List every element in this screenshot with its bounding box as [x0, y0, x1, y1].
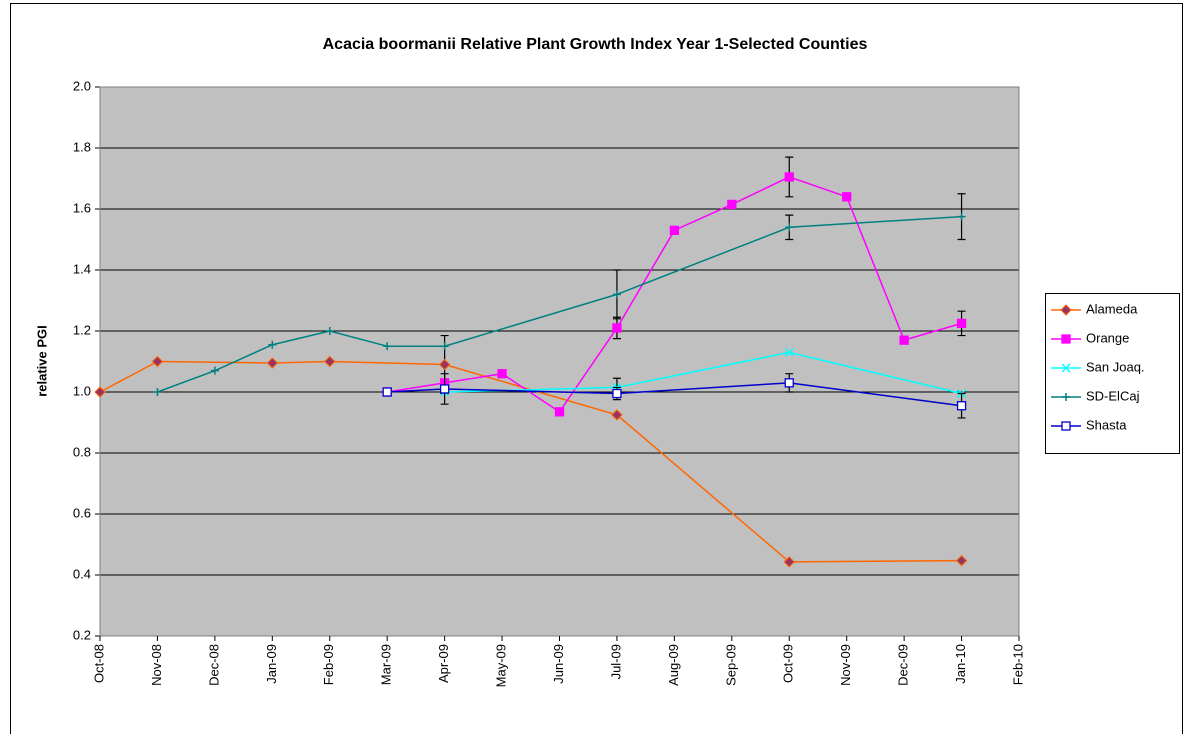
- x-tick-label: Oct-08: [91, 644, 106, 683]
- marker: [957, 212, 966, 221]
- legend-label: SD-ElCaj: [1086, 388, 1140, 403]
- y-tick-label: 0.8: [73, 444, 91, 459]
- x-tick-label: Jun-09: [551, 644, 566, 684]
- marker: [611, 409, 623, 421]
- x-tick-label: Nov-08: [149, 644, 164, 686]
- y-tick-label: 1.8: [73, 139, 91, 154]
- marker: [784, 172, 794, 182]
- x-tick-label: Sep-09: [723, 644, 738, 686]
- marker: [151, 355, 164, 368]
- marker: [612, 290, 621, 299]
- marker: [497, 369, 507, 379]
- marker: [210, 366, 219, 375]
- marker: [784, 347, 794, 357]
- y-tick-label: 0.4: [73, 566, 91, 581]
- plot-area: [100, 87, 1019, 636]
- marker: [325, 327, 334, 335]
- marker: [1061, 334, 1071, 344]
- marker: [554, 407, 565, 417]
- legend-label: Orange: [1086, 330, 1129, 345]
- marker: [438, 358, 451, 371]
- marker: [94, 386, 106, 398]
- marker: [955, 554, 968, 567]
- marker: [1060, 304, 1072, 316]
- marker: [727, 199, 737, 210]
- x-tick-label: Dec-08: [206, 644, 221, 686]
- marker: [439, 384, 450, 394]
- series-line: [99, 360, 962, 563]
- marker: [899, 335, 909, 345]
- marker: [324, 355, 336, 368]
- marker: [153, 388, 162, 396]
- y-tick-label: 0.2: [73, 627, 91, 642]
- x-tick-label: Nov-09: [838, 644, 853, 686]
- marker: [1061, 421, 1071, 431]
- x-tick-label: Dec-09: [896, 644, 911, 686]
- marker: [440, 342, 449, 351]
- legend-label: Shasta: [1086, 417, 1127, 432]
- marker: [785, 223, 794, 232]
- marker: [383, 342, 392, 351]
- marker: [842, 192, 852, 202]
- marker: [784, 378, 794, 388]
- x-tick-label: Feb-09: [321, 644, 336, 685]
- x-tick-label: Mar-09: [379, 644, 394, 685]
- x-tick-label: Jan-09: [264, 644, 279, 684]
- chart-title: Acacia boormanii Relative Plant Growth I…: [323, 36, 868, 53]
- y-axis-label: relative PGI: [34, 325, 49, 397]
- marker: [956, 318, 967, 329]
- marker: [669, 225, 680, 236]
- y-tick-label: 1.6: [73, 200, 91, 215]
- x-tick-label: Feb-10: [1010, 644, 1025, 685]
- series-line: [444, 351, 962, 395]
- x-tick-label: May-09: [494, 644, 509, 687]
- marker: [1062, 393, 1070, 401]
- marker: [1061, 363, 1071, 373]
- marker: [382, 387, 392, 397]
- legend-label: Alameda: [1086, 301, 1138, 316]
- marker: [612, 323, 622, 333]
- legend-label: San Joaq.: [1086, 359, 1145, 374]
- y-tick-label: 0.6: [73, 505, 91, 520]
- marker: [956, 401, 967, 411]
- x-tick-label: Apr-09: [436, 644, 451, 683]
- y-tick-label: 1.4: [73, 261, 91, 276]
- y-tick-label: 1.2: [73, 322, 91, 337]
- x-tick-label: Jan-10: [953, 644, 968, 684]
- y-tick-label: 1.0: [73, 383, 91, 398]
- x-tick-label: Aug-09: [666, 644, 681, 686]
- y-tick-label: 2.0: [73, 78, 91, 93]
- marker: [266, 357, 279, 369]
- x-tick-label: Oct-09: [781, 644, 796, 683]
- marker: [612, 388, 622, 399]
- marker: [268, 340, 277, 349]
- x-tick-label: Jul-09: [608, 644, 623, 679]
- marker: [783, 556, 795, 568]
